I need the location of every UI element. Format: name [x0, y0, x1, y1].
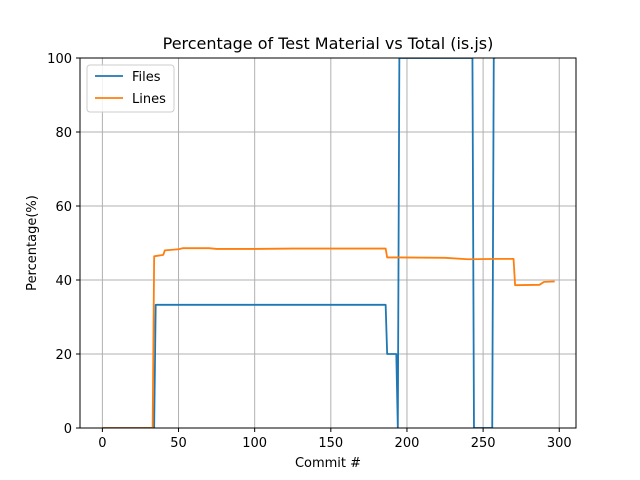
y-tick-label: 80 [55, 126, 72, 141]
series-layer [102, 58, 555, 428]
y-tick-label: 0 [64, 422, 72, 437]
y-tick-label: 20 [55, 348, 72, 363]
x-tick-label: 0 [98, 436, 106, 451]
y-tick-label: 60 [55, 200, 72, 215]
x-tick-label: 150 [318, 436, 343, 451]
chart-title: Percentage of Test Material vs Total (is… [163, 34, 494, 53]
x-tick-label: 100 [242, 436, 267, 451]
ticks: 0 50 100 150 200 250 300 0 20 40 60 80 100 [47, 52, 571, 451]
x-tick-label: 300 [547, 436, 572, 451]
x-tick-label: 200 [395, 436, 420, 451]
x-tick-label: 250 [471, 436, 496, 451]
x-tick-label: 50 [170, 436, 187, 451]
y-tick-label: 40 [55, 274, 72, 289]
legend: Files Lines [86, 64, 175, 113]
x-axis-title: Commit # [295, 456, 361, 471]
y-axis-title: Percentage(%) [25, 195, 40, 291]
series-line-lines [102, 247, 555, 428]
plot-frame [79, 57, 577, 429]
legend-label-files: Files [132, 70, 161, 85]
y-tick-label: 100 [47, 52, 72, 67]
legend-label-lines: Lines [132, 92, 166, 107]
series-line-files [102, 58, 496, 428]
